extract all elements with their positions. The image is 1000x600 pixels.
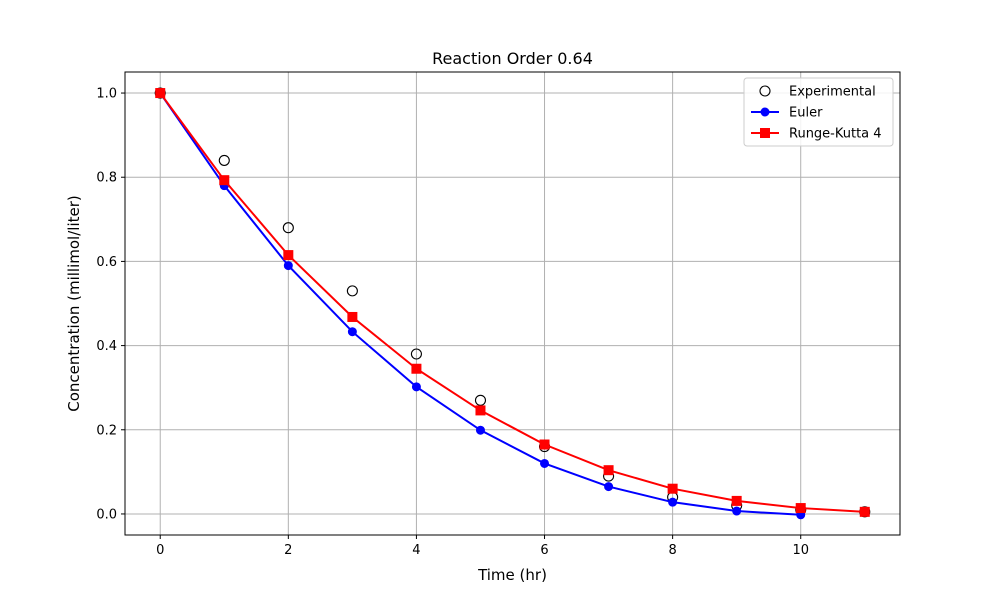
data-point [859,506,870,517]
series-runge-kutta-4 [155,88,870,517]
x-tick-label: 2 [284,543,292,558]
legend-entry: Experimental [759,85,876,100]
data-point [732,506,742,516]
data-point [604,482,614,492]
data-point [282,222,294,234]
x-tick-label: 4 [412,543,420,558]
ticks: 0 2 4 6 8 10 0.0 0.2 0.4 0.6 0.8 1.0 [96,87,809,558]
legend-box [743,77,894,147]
y-tick-label: 0.8 [96,171,117,186]
data-point [668,497,678,507]
data-point [475,405,486,416]
data-point [411,382,421,392]
legend-label: Experimental [789,85,876,100]
legend-label: Euler [789,106,823,121]
data-point [667,483,678,494]
legend-marker [759,85,771,97]
data-point [603,465,614,476]
data-point [475,425,485,435]
y-tick-label: 0.0 [96,507,117,522]
y-axis-label: Concentration (millimol/liter) [65,195,83,412]
y-tick-label: 0.6 [96,255,117,270]
legend-marker [760,107,770,117]
data-point [795,503,806,514]
x-tick-label: 10 [792,543,809,558]
data-point [539,439,550,450]
data-point [283,261,293,271]
x-tick-label: 6 [540,543,548,558]
legend-label: Runge-Kutta 4 [789,127,882,142]
data-point [731,495,742,506]
data-point [474,394,487,406]
data-point [347,311,358,322]
x-tick-label: 0 [156,543,164,558]
data-point [219,175,230,186]
chart-title: Reaction Order 0.64 [432,49,593,68]
legend-entry: Runge-Kutta 4 [751,127,882,142]
legend-entry: Euler [751,106,823,121]
x-axis-label: Time (hr) [477,566,547,584]
data-point [346,285,358,297]
data-point [540,458,550,468]
series-layer [154,87,871,520]
y-tick-label: 0.4 [96,339,117,354]
data-point [411,363,422,374]
legend-marker [760,128,770,138]
x-tick-label: 8 [668,543,676,558]
data-point [155,88,166,99]
y-tick-label: 0.2 [96,423,117,438]
y-tick-label: 1.0 [96,87,117,102]
data-point [347,327,357,337]
legend: Experimental Euler Runge-Kutta 4 [743,77,894,147]
plot-frame [124,71,901,536]
series-euler [155,88,806,520]
data-point [283,250,294,261]
data-point [218,154,230,166]
series-line [159,92,865,513]
data-point [410,348,422,360]
